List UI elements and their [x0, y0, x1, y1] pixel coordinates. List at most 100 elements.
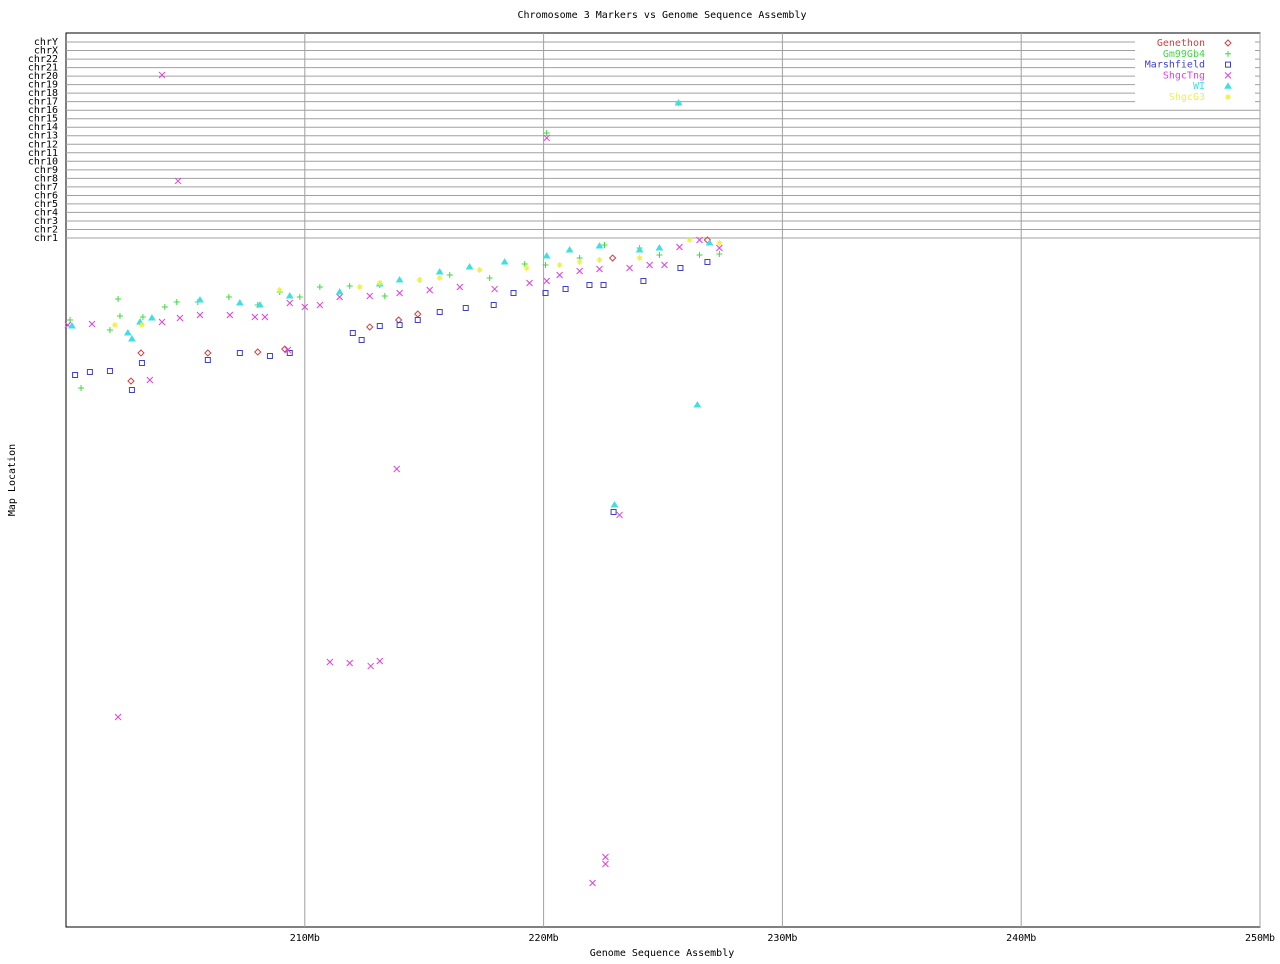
data-point [204, 357, 211, 364]
y-tick-label: chr14 [28, 122, 58, 133]
data-point [716, 250, 723, 257]
data-point [67, 316, 74, 323]
data-point [543, 134, 551, 142]
legend-marker [1225, 61, 1231, 68]
data-point [414, 310, 422, 318]
data-point [106, 368, 113, 375]
data-point [465, 262, 474, 270]
x-tick-label: 250Mb [1245, 933, 1275, 944]
data-point [358, 337, 365, 343]
legend-label: Genethon [1157, 38, 1205, 49]
data-point [596, 265, 603, 273]
data-point [416, 277, 423, 284]
data-point [576, 267, 584, 275]
y-tick-label: chr8 [34, 173, 58, 184]
data-point [674, 99, 683, 106]
legend-label: ShgcTng [1163, 70, 1205, 81]
y-tick-label: chr4 [34, 207, 58, 218]
y-tick-label: chr2 [34, 225, 58, 236]
plot-frame [65, 32, 1261, 928]
data-point [676, 243, 683, 251]
data-point [705, 239, 714, 246]
data-point [396, 289, 403, 297]
y-tick-label: chr17 [28, 97, 58, 108]
data-point [346, 283, 353, 290]
legend-marker [1224, 82, 1232, 89]
data-point [301, 303, 309, 311]
y-tick-label: chr20 [28, 71, 58, 82]
data-point [600, 282, 607, 289]
data-point [491, 285, 498, 293]
y-axis-label: Map Location [7, 444, 18, 516]
data-point [115, 295, 122, 302]
legend-label: WI [1193, 81, 1205, 92]
data-point [696, 251, 703, 258]
data-point [626, 264, 633, 272]
data-point [376, 322, 383, 329]
data-point [576, 259, 583, 266]
data-point [376, 279, 383, 286]
data-point [296, 293, 303, 300]
legend-label: Gm99Gb4 [1163, 49, 1205, 60]
y-tick-label: chr3 [34, 216, 58, 227]
y-tick-label: chr15 [28, 114, 58, 125]
data-point [316, 301, 324, 309]
data-point [395, 276, 404, 283]
data-point [436, 274, 443, 281]
data-point [396, 321, 403, 328]
data-point [286, 349, 293, 356]
data-point [366, 323, 374, 331]
data-point [68, 321, 76, 329]
data-point [716, 240, 723, 247]
data-point [436, 309, 443, 316]
data-point [462, 304, 469, 311]
data-point [256, 301, 264, 308]
legend-marker [1225, 94, 1231, 100]
data-point [123, 329, 132, 336]
data-point [138, 359, 145, 366]
data-point [127, 377, 135, 385]
y-tick-label: chr7 [34, 182, 58, 193]
data-point [435, 267, 444, 275]
data-point [602, 853, 609, 861]
data-point [326, 658, 334, 666]
data-point [116, 313, 123, 320]
data-point [704, 259, 711, 266]
data-point [261, 313, 269, 321]
data-point [646, 261, 653, 269]
data-point [106, 326, 113, 333]
data-point [601, 241, 608, 248]
data-point [716, 244, 723, 252]
y-tick-label: chrY [34, 37, 58, 48]
y-tick-label: chr19 [28, 80, 58, 91]
data-point [376, 657, 384, 665]
data-point [523, 265, 530, 272]
data-point [88, 320, 96, 328]
data-point [456, 283, 464, 291]
legend-label: Marshfield [1145, 60, 1205, 71]
y-tick-label: chr21 [28, 63, 58, 74]
data-point [543, 277, 551, 285]
data-point [610, 501, 619, 508]
data-point [543, 130, 550, 137]
data-point [655, 244, 664, 251]
data-point [128, 386, 135, 393]
data-point [139, 314, 146, 321]
data-point [414, 316, 421, 323]
data-point [556, 271, 563, 279]
data-point [285, 292, 294, 299]
data-point [596, 256, 603, 263]
data-point [114, 713, 122, 721]
data-point [316, 283, 323, 290]
legend-marker [1225, 50, 1231, 57]
data-point [251, 313, 259, 321]
data-point [335, 288, 344, 295]
legend-marker [1224, 72, 1232, 79]
x-tick-label: 240Mb [1006, 933, 1036, 944]
y-tick-label: chr13 [28, 131, 58, 142]
data-point [158, 71, 166, 79]
x-tick-label: 210Mb [290, 933, 320, 944]
data-point [608, 254, 617, 262]
y-tick-label: chr18 [28, 88, 58, 99]
data-point [174, 177, 182, 185]
